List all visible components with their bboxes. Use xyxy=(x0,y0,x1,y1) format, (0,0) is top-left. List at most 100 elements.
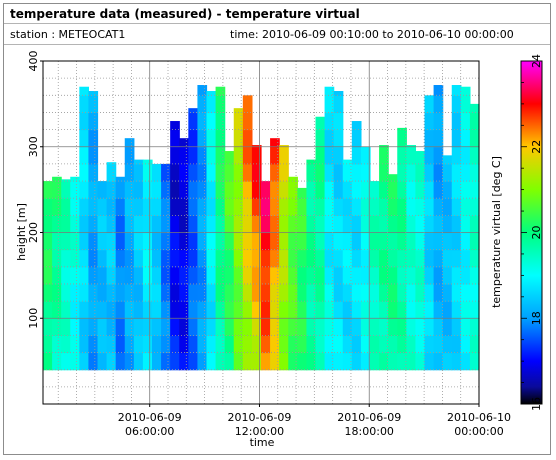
heatmap-cell xyxy=(97,318,108,336)
heatmap-cell xyxy=(279,181,289,199)
heatmap-cell xyxy=(451,181,462,199)
heatmap-cell xyxy=(442,301,453,319)
heatmap-cell xyxy=(469,301,480,319)
heatmap-cell xyxy=(370,266,380,285)
heatmap-cell xyxy=(333,112,344,131)
heatmap-cell xyxy=(52,232,62,251)
heatmap-cell xyxy=(215,318,226,336)
heatmap-cell xyxy=(152,249,162,268)
heatmap-cell xyxy=(451,198,462,216)
heatmap-cell xyxy=(324,266,335,285)
heatmap-cell xyxy=(133,232,144,251)
heatmap-cell xyxy=(279,145,289,148)
heatmap-cell xyxy=(142,163,153,182)
heatmap-cell xyxy=(270,352,280,371)
heatmap-cell xyxy=(469,215,480,234)
heatmap-cell xyxy=(451,112,462,131)
heatmap-cell xyxy=(469,112,480,131)
heatmap-cell xyxy=(179,146,189,165)
heatmap-cell xyxy=(351,335,362,354)
heatmap-cell xyxy=(315,249,326,268)
heatmap-cell xyxy=(451,129,462,148)
heatmap-cell xyxy=(379,266,389,285)
heatmap-cell xyxy=(188,181,199,199)
heatmap-cell xyxy=(124,198,135,216)
heatmap-cell xyxy=(442,335,453,354)
heatmap-cell xyxy=(124,138,135,148)
heatmap-cell xyxy=(397,198,407,216)
heatmap-cell xyxy=(297,232,308,251)
heatmap-cell xyxy=(115,232,126,251)
heatmap-cell xyxy=(306,232,317,251)
heatmap-cell xyxy=(242,129,253,148)
heatmap-cell xyxy=(152,335,162,354)
heatmap-cell xyxy=(152,352,162,371)
heatmap-cell xyxy=(442,181,453,199)
heatmap-cell xyxy=(469,103,480,114)
heatmap-cell xyxy=(424,198,435,216)
heatmap-cell xyxy=(469,146,480,165)
heatmap-cell xyxy=(297,283,308,302)
heatmap-cell xyxy=(61,249,71,268)
heatmap-cell xyxy=(206,352,217,371)
heatmap-cell xyxy=(306,352,317,371)
heatmap-cell xyxy=(124,249,135,268)
heatmap-cell xyxy=(142,352,153,371)
heatmap-cell xyxy=(88,232,99,251)
heatmap-cell xyxy=(379,318,389,336)
heatmap-cell xyxy=(424,266,435,285)
heatmap-cell xyxy=(469,352,480,371)
heatmap-cell xyxy=(133,335,144,354)
heatmap-cell xyxy=(79,198,90,216)
heatmap-cell xyxy=(124,283,135,302)
heatmap-cell xyxy=(233,215,244,234)
heatmap-cell xyxy=(451,146,462,165)
heatmap-cell xyxy=(197,352,208,371)
heatmap-cell xyxy=(297,335,308,354)
heatmap-cell xyxy=(451,232,462,251)
heatmap-cell xyxy=(469,318,480,336)
heatmap-cell xyxy=(406,181,417,199)
heatmap-cell xyxy=(333,283,344,302)
heatmap-cells xyxy=(43,85,480,371)
heatmap-cell xyxy=(306,318,317,336)
heatmap-cell xyxy=(224,232,235,251)
heatmap-cell xyxy=(233,352,244,371)
heatmap-cell xyxy=(451,301,462,319)
heatmap-cell xyxy=(215,283,226,302)
heatmap-cell xyxy=(342,318,353,336)
heatmap-cell xyxy=(106,232,117,251)
heatmap-cell xyxy=(333,335,344,354)
heatmap-cell xyxy=(333,95,344,114)
heatmap-cell xyxy=(270,138,280,148)
heatmap-cell xyxy=(242,301,253,319)
heatmap-cell xyxy=(424,232,435,251)
heatmap-cell xyxy=(215,232,226,251)
heatmap-cell xyxy=(233,198,244,216)
heatmap-cell xyxy=(397,232,407,251)
heatmap-cell xyxy=(170,335,180,354)
heatmap-cell xyxy=(270,215,280,234)
colorbar-tick-label: 20 xyxy=(530,226,543,240)
heatmap-cell xyxy=(242,283,253,302)
heatmap-cell xyxy=(315,352,326,371)
heatmap-cell xyxy=(270,249,280,268)
heatmap-cell xyxy=(115,301,126,319)
heatmap-cell xyxy=(379,146,389,165)
heatmap-cell xyxy=(415,232,426,251)
heatmap-cell xyxy=(324,146,335,165)
heatmap-cell xyxy=(360,198,371,216)
heatmap-cell xyxy=(379,352,389,371)
heatmap-cell xyxy=(43,318,53,336)
heatmap-cell xyxy=(233,232,244,251)
heatmap-cell xyxy=(142,181,153,199)
heatmap-cell xyxy=(415,266,426,285)
heatmap-cell xyxy=(270,318,280,336)
heatmap-cell xyxy=(179,163,189,182)
heatmap-cell xyxy=(170,283,180,302)
heatmap-cell xyxy=(215,215,226,234)
heatmap-cell xyxy=(288,266,298,285)
heatmap-cell xyxy=(188,146,199,165)
heatmap-cell xyxy=(79,181,90,199)
